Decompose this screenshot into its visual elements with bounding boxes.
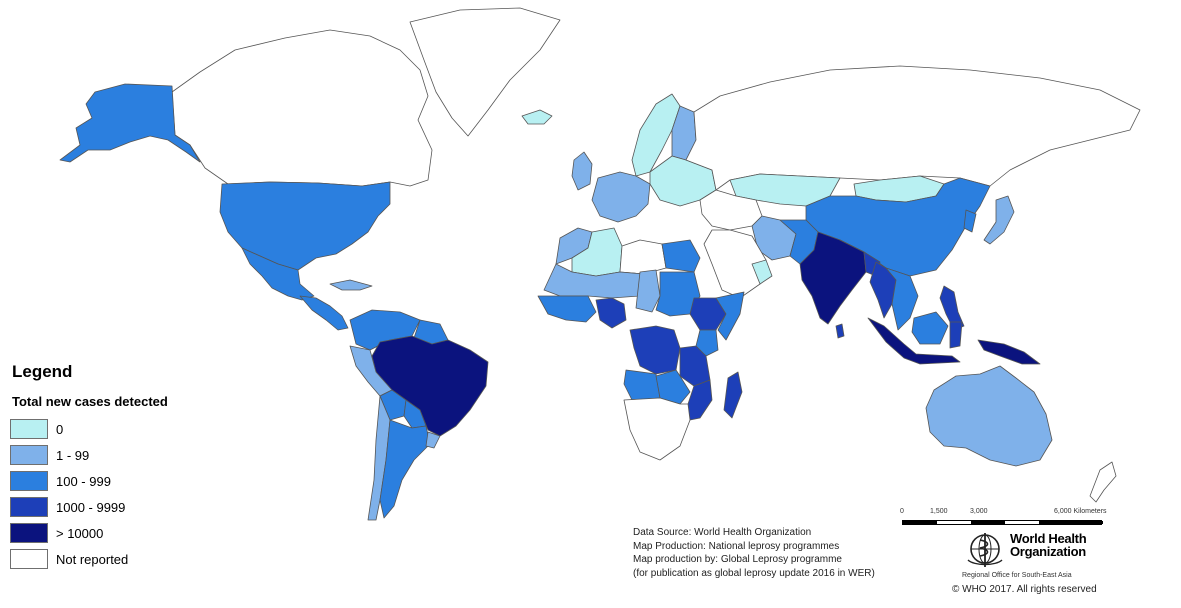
map-region-usa xyxy=(219,181,391,271)
map-region-greenland xyxy=(409,7,561,137)
who-name: World Health Organization xyxy=(1010,531,1087,559)
map-region-libya xyxy=(619,239,667,275)
scale-segment xyxy=(971,521,1005,524)
map-region-russia xyxy=(685,65,1141,191)
legend: Legend Total new cases detected 0 1 - 99… xyxy=(10,362,210,572)
scale-labels: 0 1,500 3,000 6,000 Kilometers xyxy=(898,508,1118,520)
legend-item: 100 - 999 xyxy=(10,468,210,494)
legend-swatch xyxy=(10,419,48,439)
map-region-west-africa xyxy=(537,295,597,323)
map-region-indochina xyxy=(885,267,919,331)
map-region-sumatra-java xyxy=(867,317,961,365)
scale-bar: 0 1,500 3,000 6,000 Kilometers xyxy=(898,508,1118,525)
map-region-sudan xyxy=(655,271,701,317)
map-region-australia xyxy=(925,365,1053,467)
scale-segment xyxy=(903,521,937,524)
map-region-kenya xyxy=(695,329,719,357)
map-region-korea xyxy=(963,209,977,233)
map-region-southern-africa xyxy=(623,397,691,461)
map-region-chad xyxy=(635,269,661,313)
map-region-somalia xyxy=(715,291,745,341)
legend-swatch xyxy=(10,445,48,465)
map-region-borneo xyxy=(911,311,949,345)
map-region-nigeria xyxy=(595,297,627,329)
legend-item: 1 - 99 xyxy=(10,442,210,468)
map-region-alaska xyxy=(59,83,201,163)
map-region-new-zealand xyxy=(1089,461,1117,503)
map-region-uruguay xyxy=(425,431,441,449)
map-region-oman xyxy=(751,259,773,285)
map-region-sulawesi xyxy=(949,321,963,349)
legend-swatch xyxy=(10,497,48,517)
map-region-madagascar xyxy=(723,371,743,419)
map-region-cuba xyxy=(329,279,373,291)
legend-label: 0 xyxy=(56,421,64,437)
legend-item: Not reported xyxy=(10,546,210,572)
legend-label: 100 - 999 xyxy=(56,473,111,489)
who-region-office: Regional Office for South-East Asia xyxy=(962,572,1072,579)
map-credits: Data Source: World Health Organization M… xyxy=(633,526,875,580)
map-region-canada-arctic xyxy=(171,29,433,187)
map-region-india xyxy=(799,231,867,325)
map-region-mozambique xyxy=(687,379,713,421)
map-region-central-america xyxy=(299,295,349,331)
scale-label: 0 xyxy=(900,508,904,515)
scale-segment xyxy=(1039,521,1103,524)
map-region-drc xyxy=(629,325,681,375)
scale-label: 3,000 xyxy=(970,508,988,515)
map-region-new-guinea xyxy=(977,339,1041,365)
legend-item: 1000 - 9999 xyxy=(10,494,210,520)
map-region-japan xyxy=(983,195,1015,245)
copyright: © WHO 2017. All rights reserved xyxy=(952,584,1097,595)
legend-swatch xyxy=(10,523,48,543)
legend-swatch xyxy=(10,549,48,569)
credit-data-source: Data Source: World Health Organization xyxy=(633,527,812,538)
credit-publication-note: (for publication as global leprosy updat… xyxy=(633,567,875,579)
map-region-iceland xyxy=(521,109,553,125)
legend-label: 1 - 99 xyxy=(56,447,90,463)
legend-label: > 10000 xyxy=(56,525,104,541)
legend-subtitle: Total new cases detected xyxy=(12,394,168,409)
who-emblem-icon xyxy=(967,533,1003,567)
map-region-egypt xyxy=(661,239,701,273)
legend-item: 0 xyxy=(10,416,210,442)
legend-label: Not reported xyxy=(56,551,129,567)
legend-swatch xyxy=(10,471,48,491)
map-region-arabian-peninsula xyxy=(703,229,767,299)
map-region-sri-lanka xyxy=(835,323,845,339)
legend-label: 1000 - 9999 xyxy=(56,499,126,515)
who-name-line1: World Health xyxy=(1010,531,1087,546)
legend-item: > 10000 xyxy=(10,520,210,546)
map-region-uk xyxy=(571,151,593,191)
scale-label: 1,500 xyxy=(930,508,948,515)
map-region-argentina xyxy=(379,419,431,519)
scale-label: 6,000 Kilometers xyxy=(1054,508,1107,515)
map-region-angola xyxy=(623,369,661,401)
who-name-line2: Organization xyxy=(1010,544,1086,559)
map-region-west-europe xyxy=(591,171,651,223)
scale-track xyxy=(902,520,1103,525)
legend-title: Legend xyxy=(12,362,73,381)
credit-map-production-by: Map production by: Global Leprosy progra… xyxy=(633,554,842,565)
credit-map-production: Map Production: National leprosy program… xyxy=(633,540,840,552)
